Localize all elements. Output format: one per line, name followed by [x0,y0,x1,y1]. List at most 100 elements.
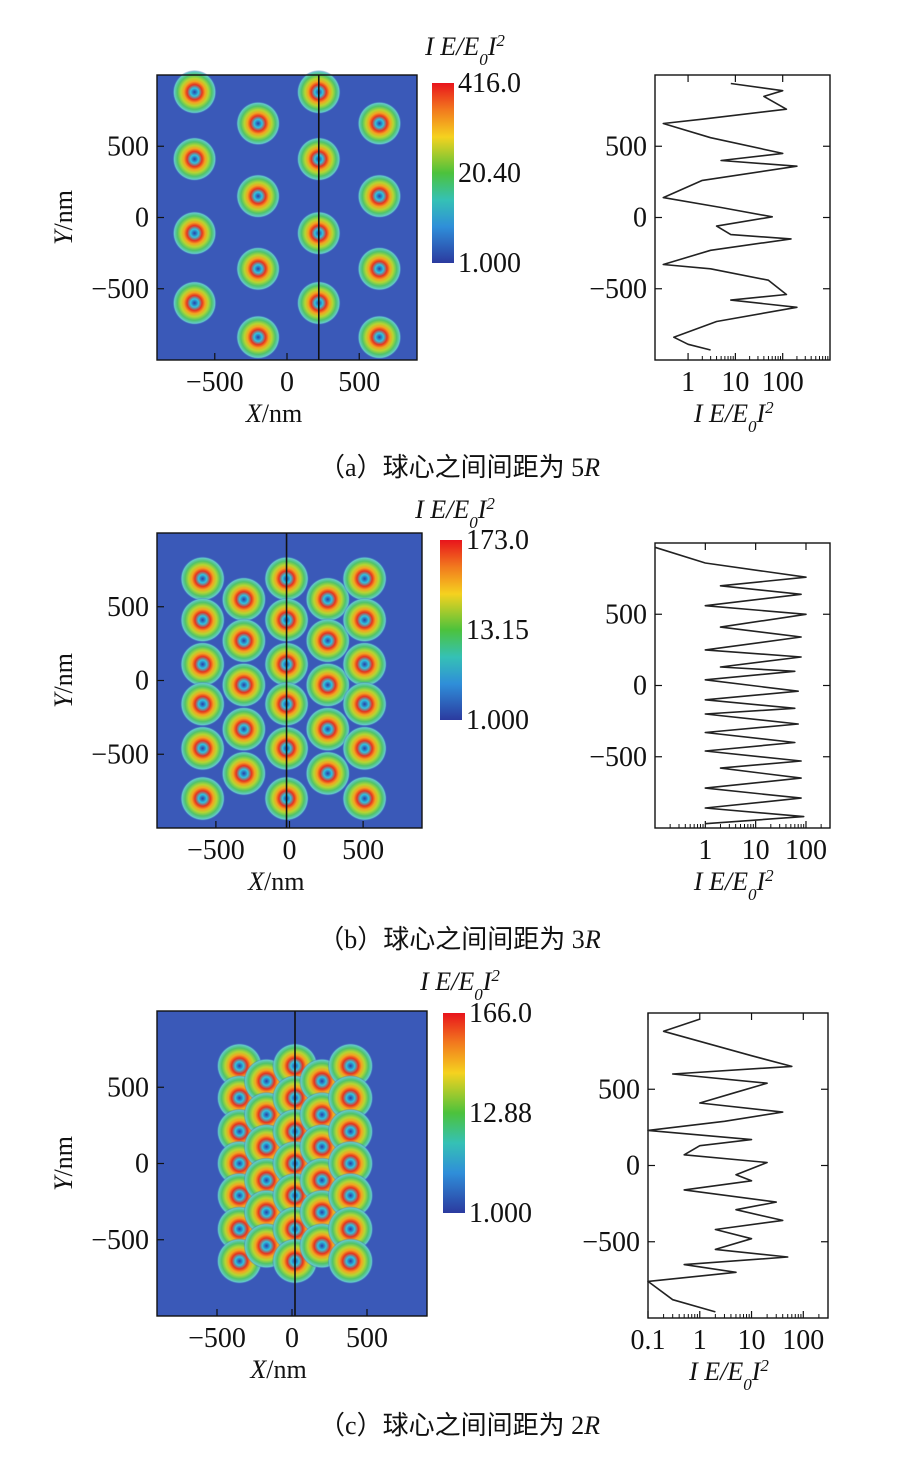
panel-c-profile-xtick-label-2: 10 [738,1325,766,1356]
panel-b-hotspot-1 [180,597,226,643]
panel-b-map-ytick-label-2: −500 [91,739,149,770]
panel-c-map-xlabel: X/nm [249,1355,306,1384]
panel-b-hotspot-2 [180,641,226,687]
panel-b-hotspot-6 [221,576,267,622]
panel-c-colorbar-label-1: 12.88 [469,1098,532,1129]
panel-b-profile-xtick-label-1: 10 [742,835,770,866]
panel-c-hotspot-32 [327,1238,374,1285]
panel-a-map-xtick-label-0: −500 [186,367,244,398]
panel-a-hotspot-11 [357,246,402,291]
panel-a-colorbar-title-post: I [487,32,498,61]
panel-b-hotspot-18 [305,618,351,664]
panel-b-colorbar-label-2: 1.000 [466,705,529,736]
panel-c-map-ytick-label-1: 0 [135,1149,149,1180]
panel-a-hotspot-3 [357,101,402,146]
panel-c-profile-series-0 [647,1018,793,1313]
panel-a-hotspot-13 [236,315,281,360]
panel-b-colorbar-title-sup: 2 [486,494,495,513]
panel-b-map-ylabel: Y/nm [49,653,78,708]
panel-c-hotspot-31 [327,1206,374,1253]
panel-b-colorbar [440,540,462,720]
panel-a-map-ylabel: Y/nm [49,190,78,245]
panel-c-map-ylabel: Y/nm [49,1136,78,1191]
panel-b-hotspot-21 [305,750,351,796]
panel-a-hotspot-0 [172,70,217,115]
panel-b-profile-ytick-label-2: −500 [589,742,647,773]
panel-a-profile-xlabel: I E/E0I2 [693,398,774,436]
panel-c-hotspot-28 [327,1108,374,1155]
panel-a-colorbar-label-0: 416.0 [458,68,521,99]
panel-b-map-ytick-label-0: 500 [107,592,149,623]
panel-b-hotspot-27 [342,775,388,822]
panel-c-hotspot-26 [327,1042,374,1089]
panel-c-colorbar-title-sup: 2 [491,966,500,985]
panel-b-map-xlabel-unit: /nm [264,867,304,896]
panel-c-map-xtick-label-1: 0 [285,1323,299,1354]
panel-c-profile-ytick-label-2: −500 [582,1227,640,1258]
panel-a-profile-series-0 [662,82,798,351]
panel-a-hotspot-1 [236,101,281,146]
panel-a-profile-xlabel-sup: 2 [765,398,774,417]
panel-b-map-xtick-label-0: −500 [187,835,245,866]
panel-a-profile-xlabel-main: I E/E [693,399,748,428]
panel-c-profile-xtick-label-3: 100 [782,1325,824,1356]
panel-b-profile-xtick-label-2: 100 [785,835,827,866]
panel-a-hotspot-5 [236,174,281,219]
panel-b-hotspot-20 [305,706,351,752]
panel-b-hotspot-9 [221,706,267,752]
panel-c-map-xtick-label-2: 500 [346,1323,388,1354]
panel-c-map-ytick-label-2: −500 [91,1225,149,1256]
panel-b-profile-ytick-label-0: 500 [605,599,647,630]
panel-a-map-xtick-label-2: 500 [338,367,380,398]
panel-a-profile-xtick-label-1: 10 [721,367,749,398]
panel-a-hotspot-8 [172,211,217,256]
panel-b-map-xtick-label-2: 500 [342,835,384,866]
panel-a-hotspot-15 [357,315,402,360]
panel-b-hotspot-10 [221,750,267,796]
panel-b-hotspot-22 [342,556,388,602]
panel-b-map-xlabel: X/nm [247,867,304,896]
panel-c-colorbar-label-0: 166.0 [469,998,532,1029]
panel-b-colorbar-label-0: 173.0 [466,525,529,556]
panel-b-profile-xlabel: I E/E0I2 [693,866,774,904]
panel-c-hotspot-30 [327,1172,374,1219]
panel-a-colorbar-label-1: 20.40 [458,158,521,189]
caption-b: （b）球心之间间距为 3R [318,925,601,954]
panel-a-colorbar-label-2: 1.000 [458,248,521,279]
panel-c-colorbar-title: I E/E0I2 [419,966,500,1004]
panel-b-profile-series-0 [654,546,807,825]
panel-c-map-xlabel-var: X [249,1355,267,1384]
panel-b-profile-xlabel-sub: 0 [748,885,757,904]
panel-a-profile-ytick-label-2: −500 [589,274,647,305]
panel-a-hotspot-4 [172,136,217,182]
panel-a-colorbar [432,83,454,263]
panel-c-profile-xlabel-main: I E/E [688,1357,743,1386]
panel-c-profile-xtick-label-1: 1 [693,1325,707,1356]
panel-b-profile-frame [654,542,831,829]
panel-c-map-xtick-label-0: −500 [188,1323,246,1354]
panel-c-profile-ytick-label-1: 0 [626,1151,640,1182]
panel-c-colorbar-title-post: I [482,967,493,996]
caption-a: （a）球心之间间距为 5R [319,453,600,482]
panel-c-profile-xlabel: I E/E0I2 [688,1356,769,1394]
panel-a-profile-xtick-label-0: 1 [681,367,695,398]
panel-c-profile-xlabel-post: I [751,1357,762,1386]
panel-a-profile-ytick-label-0: 500 [605,131,647,162]
panel-a-hotspot-12 [172,280,217,326]
panel-c-profile-frame [647,1012,829,1319]
panel-c-map-ylabel-var: Y [49,1174,78,1191]
panel-b-map-xtick-label-1: 0 [283,835,297,866]
panel-b-hotspot-4 [180,725,226,771]
panel-b-hotspot-3 [180,681,226,727]
panel-a-map-ytick-label-2: −500 [91,274,149,305]
panel-c-profile-xlabel-sub: 0 [743,1375,752,1394]
panel-a-map-ytick-label-1: 0 [135,203,149,234]
panel-b-profile-xlabel-post: I [755,867,766,896]
panel-a-map-ytick-label-0: 500 [107,131,149,162]
panel-a-map-xlabel: X/nm [245,399,302,428]
panel-b-hotspot-7 [221,618,267,664]
panel-a-colorbar-title-sup: 2 [496,31,505,50]
panel-a-profile-ytick-label-1: 0 [633,203,647,234]
panel-c-map-ylabel-unit: /nm [49,1136,78,1176]
panel-c-hotspot-27 [327,1074,374,1121]
